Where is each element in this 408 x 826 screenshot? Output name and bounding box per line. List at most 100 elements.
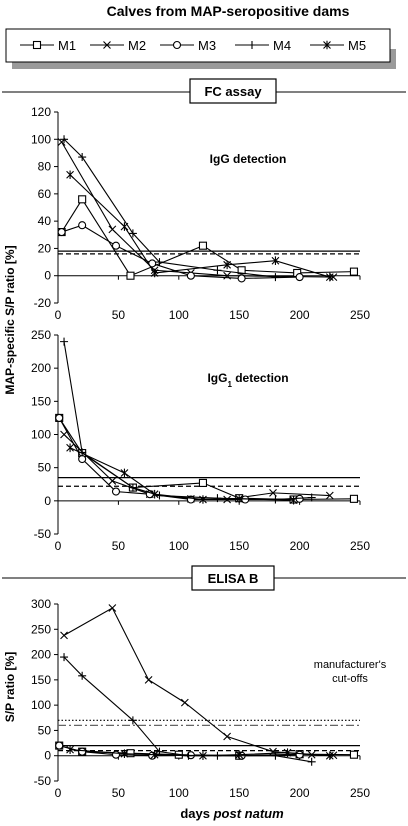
data-point-m4 [213,266,222,275]
data-point-m3 [295,750,304,759]
data-point-m1 [349,750,359,759]
section-label-elisa: ELISA B [208,571,259,586]
series-line-m5 [69,447,294,501]
legend-label-m1: M1 [58,38,76,53]
annotation-cutoffs-line2: cut-offs [332,673,368,685]
chart-panel-elisa: S/P ratio [%] manufacturer's cut-offs -5… [3,597,387,800]
data-point-m5 [66,745,74,754]
x-tick-label: 0 [55,539,62,553]
y-tick-label: 200 [31,361,51,375]
data-point-m3 [57,228,66,237]
y-tick-label: 250 [31,328,51,342]
x-tick-label: 0 [55,786,62,800]
series-line-m4 [63,138,276,278]
y-tick-label: 150 [31,673,51,687]
y-tick-label: 0 [44,269,51,283]
x-tick-label: 150 [229,539,249,553]
data-point-m1 [237,266,246,275]
data-point-m2 [329,273,338,281]
data-point-m5 [120,749,129,758]
data-point-m2 [269,488,277,497]
data-point-m5 [325,751,334,761]
legend-marker-m2 [103,41,111,49]
legend-label-m2: M2 [128,38,146,53]
data-point-m5 [325,272,334,282]
data-point-m1 [198,241,208,250]
x-tick-label: 200 [290,308,310,322]
data-point-m3 [237,274,246,283]
data-point-m2 [144,675,153,684]
data-point-m3 [295,273,304,282]
data-point-m2 [108,477,117,485]
data-point-m1 [198,478,208,487]
data-point-m4 [60,653,69,662]
data-point-m2 [60,430,68,439]
data-point-m2 [108,225,117,234]
data-point-m5 [271,256,280,266]
y-tick-label: 0 [44,494,51,508]
data-point-m5 [150,750,159,760]
y-tick-label: 300 [31,597,51,611]
y-tick-label: 100 [31,132,51,146]
data-point-m5 [199,751,207,761]
data-point-m3 [111,487,121,496]
data-point-m2 [60,631,68,640]
data-point-m5 [199,495,207,504]
data-point-m2 [325,491,334,500]
series-line-m1 [61,198,354,277]
data-point-m2 [108,604,117,612]
y-tick-label: 100 [31,428,51,442]
data-point-m5 [289,495,298,505]
data-point-m4 [307,757,316,766]
data-point-m5 [120,222,129,231]
y-tick-label: 150 [31,394,51,408]
legend-marker-m3 [172,40,182,50]
legend-marker-m1 [32,40,42,50]
series-line-m4 [63,656,312,763]
y-tick-label: 200 [31,648,51,662]
y-axis-label-shared: MAP-specific S/P ratio [%] [3,245,17,394]
data-point-m5 [66,170,74,180]
figure-title: Calves from MAP-seropositive dams [107,3,350,19]
data-point-m3 [111,750,121,759]
y-tick-label: -20 [34,296,52,310]
y-axis-label-elisa: S/P ratio [%] [3,652,17,722]
data-point-m3 [78,221,87,230]
x-tick-label: 150 [229,786,249,800]
y-tick-label: 60 [38,187,52,201]
data-point-m1 [126,749,135,758]
x-tick-label: 100 [169,786,189,800]
legend-marker-m4 [248,41,256,49]
data-point-m4 [128,716,137,725]
data-point-m1 [349,494,359,503]
data-point-m4 [271,273,280,282]
legend-label-m3: M3 [198,38,216,53]
data-point-m3 [55,741,64,750]
data-point-m3 [186,271,195,280]
series-line-m3 [58,417,300,501]
series-line-m4 [63,341,312,501]
data-point-m1 [78,195,87,204]
x-tick-label: 250 [350,308,370,322]
data-point-m4 [128,483,137,492]
data-point-m1 [349,267,359,276]
x-axis-label-italic: post natum [213,806,284,821]
y-tick-label: 120 [31,105,51,119]
legend-items: M1 M2 M3 M4 M5 [20,38,366,53]
legend-label-m5: M5 [348,38,366,53]
x-tick-label: 200 [290,539,310,553]
panel-title-igg1: IgG1 detection [207,371,288,389]
x-tick-label: 0 [55,308,62,322]
data-point-m5 [283,748,292,757]
x-tick-label: 50 [112,308,126,322]
annotation-cutoffs-line1: manufacturer's [314,659,387,671]
data-point-m3 [78,747,87,756]
x-tick-label: 50 [112,786,126,800]
x-tick-label: 150 [229,308,249,322]
series-line-m5 [69,174,330,278]
section-label-elisa-box [191,565,275,591]
section-label-fc: FC assay [204,84,262,99]
legend-label-m4: M4 [273,38,291,53]
